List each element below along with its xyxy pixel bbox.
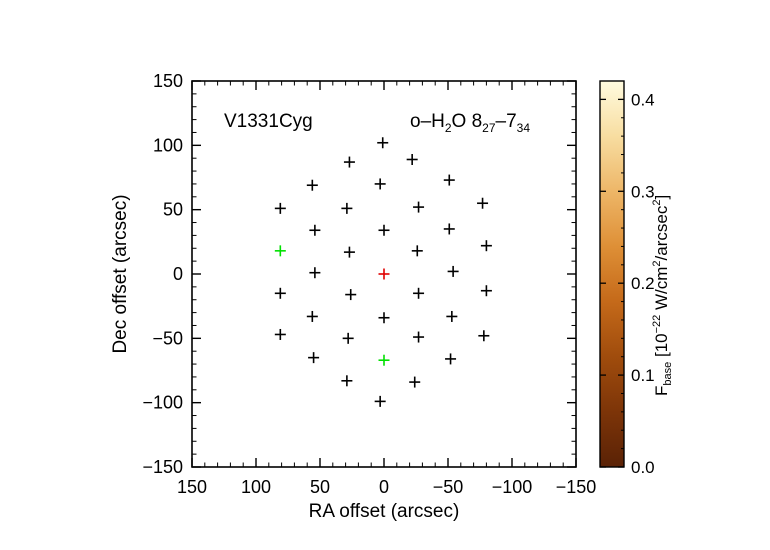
spaxel-marker-black [443,174,455,186]
spaxel-marker-black [341,202,353,214]
spaxel-marker-black [378,224,390,236]
spaxel-marker-black [480,240,492,252]
spaxel-marker-black [341,375,353,387]
colorbar-label: Fbase [10−22 W/cm2/arcsec2] [651,195,674,396]
spaxel-marker-black [411,245,423,257]
y-tick-label: 100 [153,135,183,155]
colorbar [599,80,625,468]
x-tick-labels: 150 100 50 0 −50 −100 −150 [177,477,596,497]
spaxel-marker-black [306,310,318,322]
spaxel-markers [274,137,492,407]
line-label: o–H2O 827–734 [410,111,530,135]
x-tick-label: −150 [556,477,597,497]
spaxel-marker-black [309,267,321,279]
spaxel-marker-black [274,328,286,340]
spaxel-marker-black [343,156,355,168]
spaxel-marker-red [378,268,390,280]
spaxel-marker-black [478,330,490,342]
spaxel-marker-black [274,287,286,299]
spaxel-marker-black [309,224,321,236]
spaxel-marker-green [378,354,390,366]
spaxel-marker-black [413,201,425,213]
y-tick-labels: 150 100 50 0 −50 −100 −150 [142,71,183,477]
x-tick-label: 0 [379,477,389,497]
x-tick-label: 100 [241,477,271,497]
spaxel-marker-green [274,245,286,257]
spaxel-marker-black [409,376,421,388]
x-tick-label: −50 [433,477,464,497]
spaxel-marker-black [345,289,357,301]
colorbar-tick-label: 0.4 [631,90,655,109]
colorbar-tick-label: 0.3 [631,182,655,201]
spaxel-marker-black [477,197,489,209]
spaxel-marker-black [306,179,318,191]
spaxel-marker-black [445,353,457,365]
spaxel-marker-black [374,395,386,407]
y-axis-label: Dec offset (arcsec) [110,194,131,353]
colorbar-tick-labels: 0.0 0.1 0.2 0.3 0.4 [631,90,655,477]
x-tick-label: 150 [177,477,207,497]
spaxel-marker-black [446,310,458,322]
spaxel-marker-black [413,331,425,343]
y-tick-label: 0 [173,264,183,284]
spaxel-marker-black [480,285,492,297]
colorbar-ticks [600,98,624,468]
spaxel-marker-black [378,312,390,324]
x-axis-label: RA offset (arcsec) [309,501,460,522]
x-tick-label: −100 [492,477,533,497]
y-tick-label: −150 [142,457,183,477]
spaxel-marker-black [443,223,455,235]
spaxel-marker-black [342,332,354,344]
spaxel-marker-black [447,265,459,277]
spaxel-marker-black [413,287,425,299]
colorbar-tick-label: 0.0 [631,458,655,477]
y-tick-label: −100 [142,393,183,413]
spaxel-marker-black [377,137,389,149]
spaxel-marker-black [343,246,355,258]
spaxel-marker-black [406,153,418,165]
y-tick-label: −50 [152,328,183,348]
colorbar-tick-label: 0.1 [631,366,655,385]
colorbar-tick-label: 0.2 [631,274,655,293]
y-tick-label: 50 [163,200,183,220]
spaxel-marker-black [274,202,286,214]
axis-ticks [191,80,577,468]
object-label: V1331Cyg [224,111,313,132]
x-tick-label: 50 [310,477,330,497]
y-tick-label: 150 [153,71,183,91]
spaxel-marker-black [374,178,386,190]
spaxel-marker-black [308,352,320,364]
